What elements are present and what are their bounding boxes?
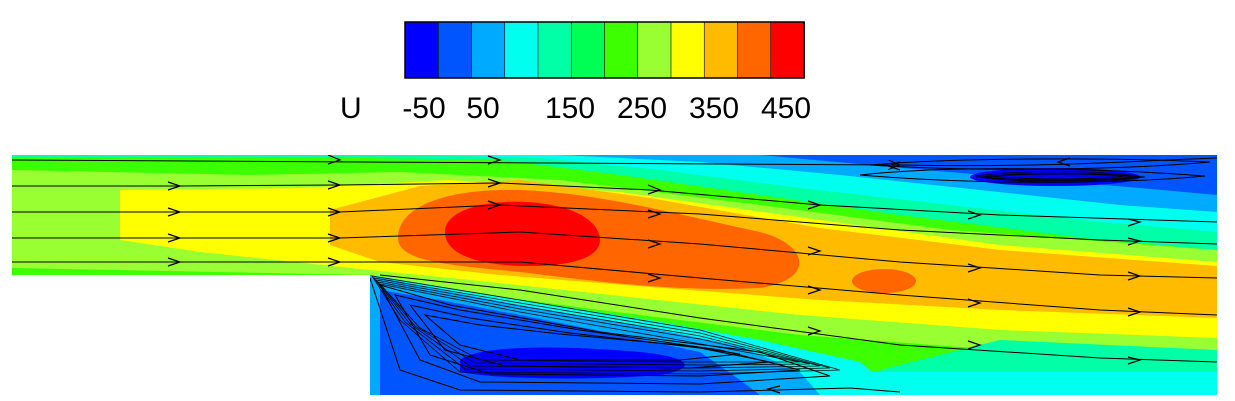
colorbar-frame: [404, 21, 805, 79]
colorbar-swatch-11: [770, 21, 805, 79]
colorbar-tick-labels: -50 50 150 250 350 450: [402, 92, 811, 125]
contour-lower-wall: [840, 372, 1217, 395]
colorbar-tick-label-5: 450: [761, 92, 811, 125]
colorbar-swatches: [404, 21, 805, 79]
streamline-arrows: [167, 155, 1143, 394]
colorbar-tick-label-0: -50: [402, 92, 445, 125]
colorbar-tick-label-4: 350: [689, 92, 739, 125]
colorbar-swatch-9: [703, 21, 739, 79]
velocity-contour-field: [12, 155, 1217, 395]
colorbar-tick-label-2: 150: [545, 92, 595, 125]
colorbar-swatch-3: [504, 21, 539, 79]
colorbar-swatch-1: [437, 21, 473, 79]
colorbar-tick-label-1: 50: [466, 92, 499, 125]
colorbar-tick-label-3: 250: [617, 92, 667, 125]
colorbar-swatch-5: [570, 21, 606, 79]
colorbar-legend: U -50 50 150 250 350 450: [340, 21, 811, 125]
recirculation-streamlines: [371, 171, 1146, 375]
colorbar-swatch-0: [404, 21, 440, 79]
contour-secondary-peak: [852, 269, 916, 293]
colorbar-variable-label: U: [340, 92, 362, 125]
contour-max-core: [445, 201, 600, 266]
colorbar-swatch-7: [637, 21, 672, 79]
